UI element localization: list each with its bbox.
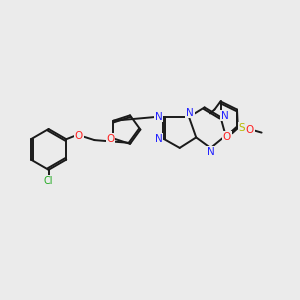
Text: O: O [246,125,254,135]
Text: N: N [155,112,163,122]
Text: S: S [238,123,245,133]
Text: N: N [207,147,215,157]
Text: N: N [186,107,194,118]
Text: O: O [75,131,83,141]
Text: Cl: Cl [44,176,53,186]
Text: N: N [155,134,163,144]
Text: O: O [106,134,115,144]
Text: N: N [221,110,229,121]
Text: O: O [223,132,231,142]
